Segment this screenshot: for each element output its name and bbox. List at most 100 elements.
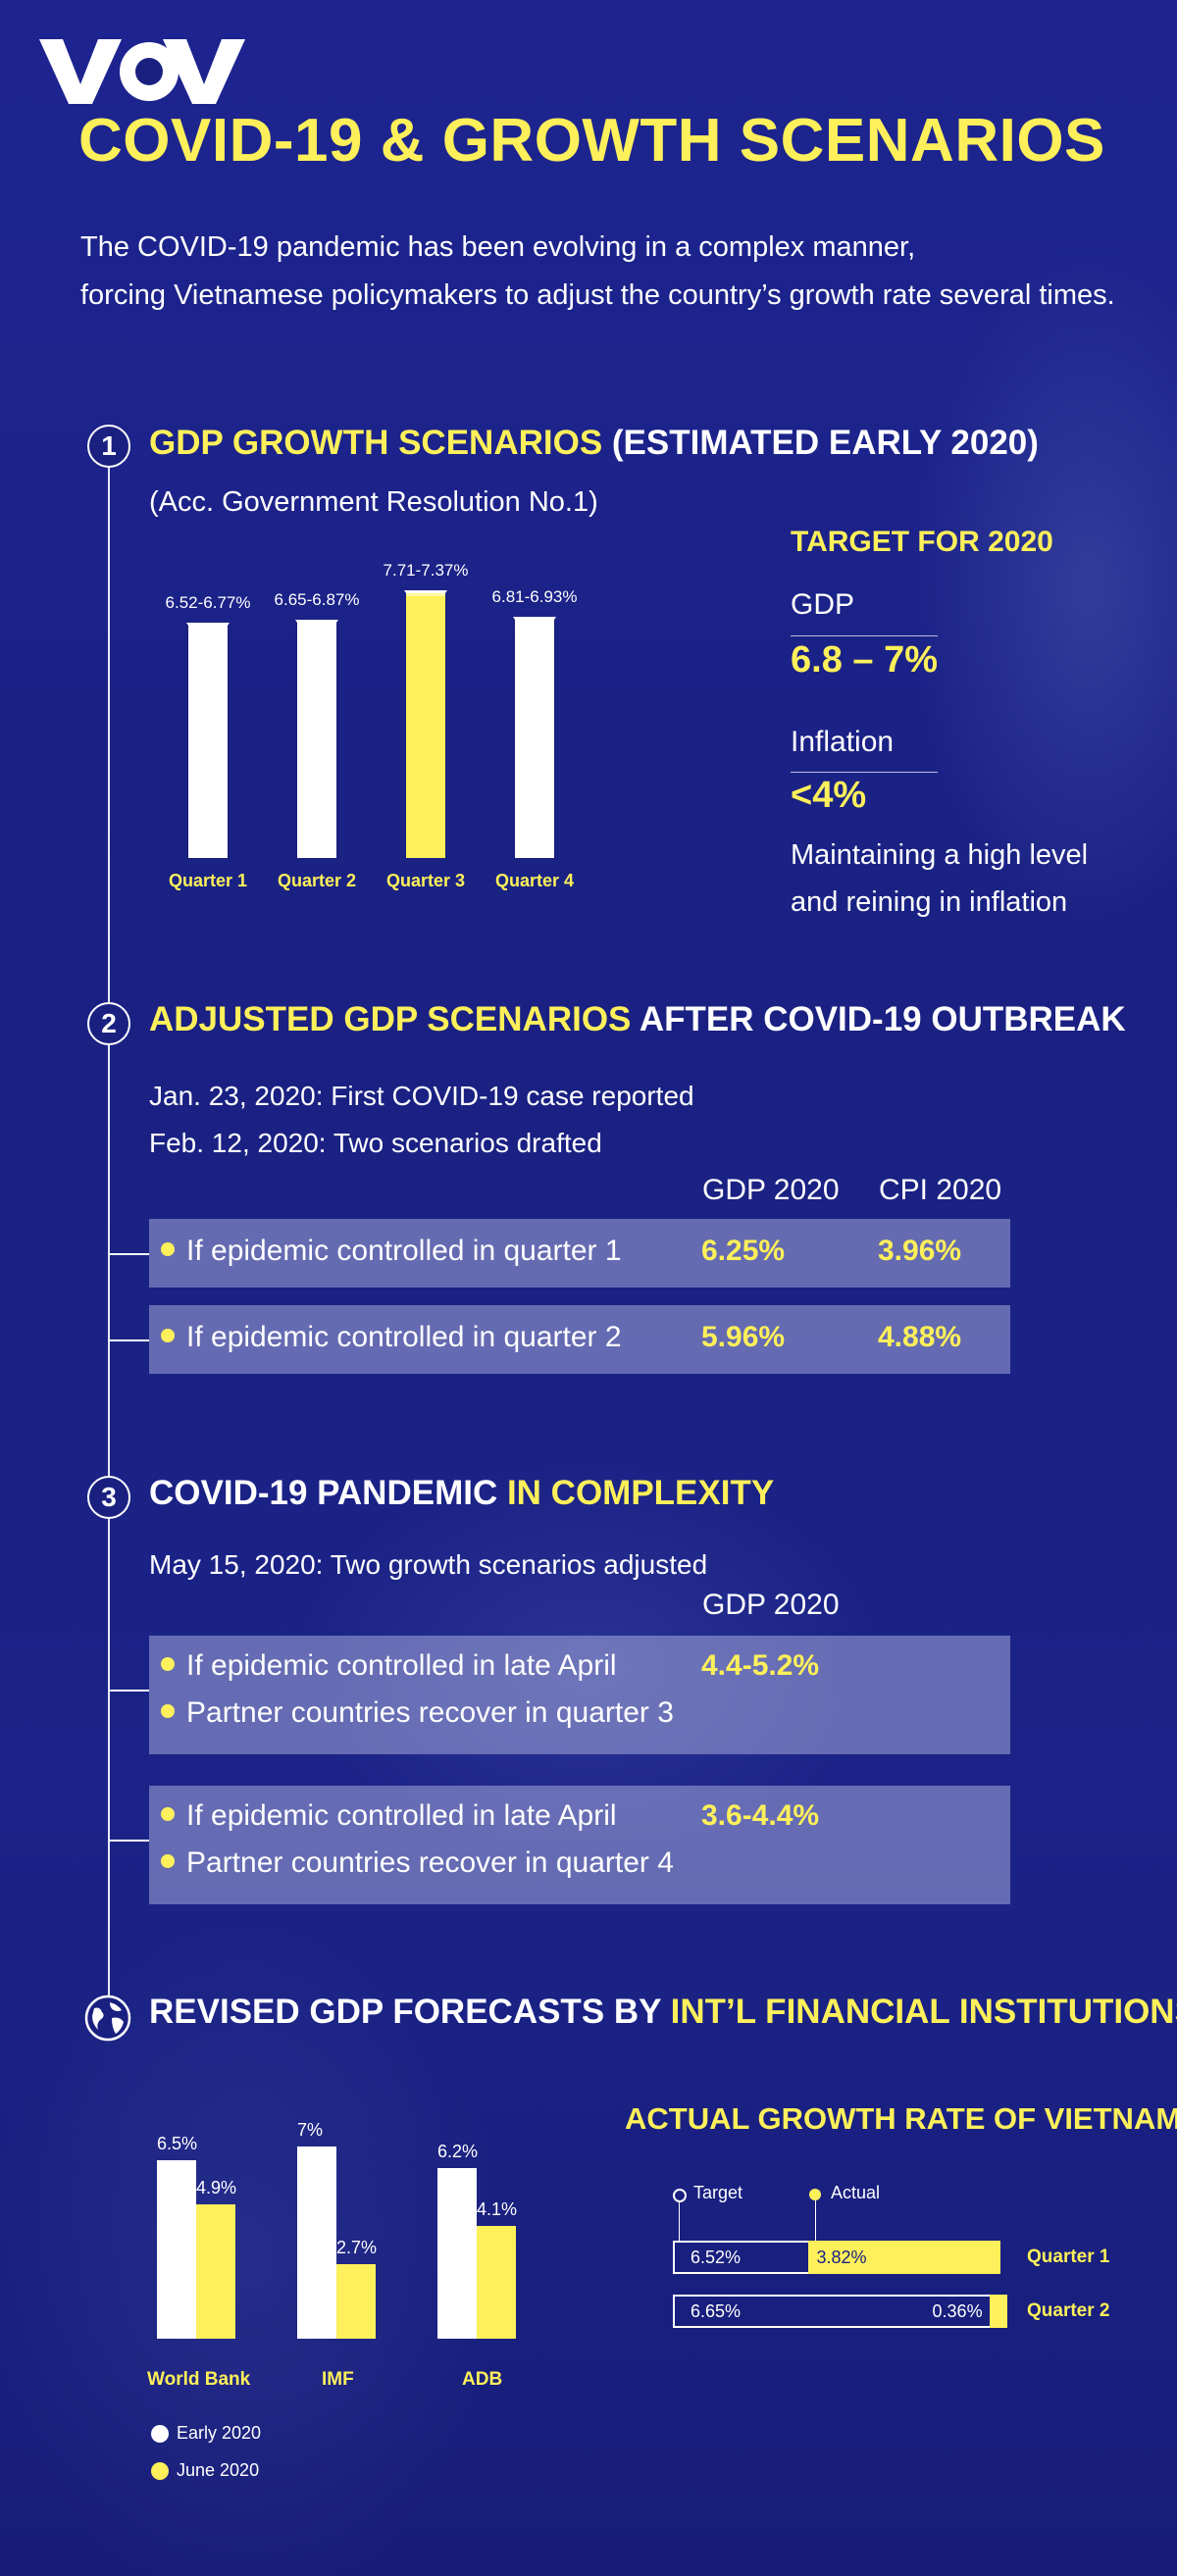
connector-s3-r1	[109, 1690, 149, 1692]
target-gdp-label: GDP	[791, 588, 855, 621]
actual-bar	[808, 2241, 1001, 2274]
forecast-bar	[336, 2264, 376, 2339]
section-2-number: 2	[87, 1002, 130, 1045]
bullet-dot	[161, 1242, 175, 1257]
scenario-row: If epidemic controlled in quarter 2 5.96…	[149, 1305, 1010, 1374]
vov-logo	[39, 39, 245, 104]
section-3-col-gdp: GDP 2020	[702, 1589, 840, 1621]
intro-line-2: forcing Vietnamese policymakers to adjus…	[80, 279, 1115, 311]
globe-icon	[84, 1995, 131, 2042]
institution-label: ADB	[462, 2369, 503, 2390]
scenario-bar-value-label: 6.81-6.93%	[491, 587, 578, 607]
legend-label: June 2020	[177, 2460, 260, 2480]
forecast-value-label: 6.2%	[437, 2142, 479, 2162]
bullet-dot	[161, 1657, 175, 1672]
scenario-row-gdp: 3.6-4.4%	[701, 1799, 820, 1832]
section-2-title-highlight: ADJUSTED GDP SCENARIOS	[149, 1000, 632, 1038]
connector-s2-r2	[109, 1339, 149, 1341]
scenario-row-line-2: Partner countries recover in quarter 4	[161, 1846, 674, 1880]
legend-label-target: Target	[693, 2183, 743, 2202]
scenario-bar-value-label: 7.71-7.37%	[383, 561, 469, 581]
scenario-row-line-1: If epidemic controlled in late April	[161, 1649, 617, 1683]
forecast-bar	[437, 2168, 477, 2339]
scenario-row-text: If epidemic controlled in late April	[186, 1799, 617, 1832]
scenario-bar-value-label: 6.52-6.77%	[165, 593, 251, 613]
scenario-bar	[404, 590, 447, 860]
section-2-col-gdp: GDP 2020	[702, 1174, 840, 1206]
forecast-value-label: 4.1%	[477, 2199, 518, 2220]
scenario-row-text: If epidemic controlled in late April	[186, 1649, 617, 1682]
legend-marker-actual	[809, 2189, 821, 2200]
scenario-row-text: If epidemic controlled in quarter 2	[186, 1321, 622, 1353]
forecast-value-label: 7%	[297, 2120, 324, 2140]
target-note-line-1: Maintaining a high level	[791, 839, 1089, 871]
page-title: COVID-19 & GROWTH SCENARIOS	[78, 107, 1105, 175]
section-3-title-highlight: IN COMPLEXITY	[497, 1474, 775, 1512]
connector-s3-r2	[109, 1840, 149, 1842]
target-note-line-2: and reining in inflation	[791, 886, 1068, 918]
target-inflation-label: Inflation	[791, 726, 895, 758]
target-inflation-divider	[791, 772, 938, 773]
scenario-bar	[186, 623, 230, 860]
scenario-row: If epidemic controlled in quarter 1 6.25…	[149, 1219, 1010, 1288]
section-3-title-rest: COVID-19 PANDEMIC	[149, 1474, 498, 1512]
section-3-number: 3	[87, 1476, 130, 1519]
section-1-number: 1	[87, 425, 130, 468]
section-1-title-rest: (ESTIMATED EARLY 2020)	[602, 424, 1039, 462]
scenario-row-line-2: Partner countries recover in quarter 3	[161, 1696, 674, 1730]
timeline-line	[108, 461, 110, 2000]
bullet-dot	[161, 1854, 175, 1869]
actual-bar	[989, 2295, 1007, 2328]
legend-label-actual: Actual	[831, 2183, 881, 2202]
connector-s2-r1	[109, 1253, 149, 1255]
section-2-title: ADJUSTED GDP SCENARIOS AFTER COVID-19 OU…	[149, 1000, 1126, 1039]
section-3-title: COVID-19 PANDEMIC IN COMPLEXITY	[149, 1474, 774, 1513]
target-heading: TARGET FOR 2020	[791, 526, 1053, 558]
institution-label: IMF	[322, 2369, 354, 2390]
scenario-row: If epidemic controlled in late April Par…	[149, 1636, 1010, 1754]
bullet-dot	[161, 1704, 175, 1719]
section-4-title: REVISED GDP FORECASTS BY INT’L FINANCIAL…	[149, 1993, 1177, 2032]
scenario-row-line-1: If epidemic controlled in late April	[161, 1799, 617, 1833]
forecast-value-label: 2.7%	[336, 2238, 378, 2258]
forecast-bar	[477, 2226, 516, 2339]
section-2-line-2: Feb. 12, 2020: Two scenarios drafted	[149, 1128, 602, 1158]
actual-value-label: 0.36%	[932, 2301, 983, 2321]
scenario-row-label: If epidemic controlled in quarter 2	[161, 1321, 622, 1354]
section-4-title-rest: REVISED GDP FORECASTS BY	[149, 1993, 671, 2031]
section-4-title-highlight: INT’L FINANCIAL INSTITUTIONS	[670, 1993, 1177, 2031]
section-2-line-1: Jan. 23, 2020: First COVID-19 case repor…	[149, 1081, 694, 1111]
actual-quarter-label: Quarter 2	[1027, 2300, 1110, 2321]
intro-line-1: The COVID-19 pandemic has been evolving …	[80, 231, 916, 263]
scenario-row-gdp: 5.96%	[701, 1321, 786, 1353]
scenario-bar	[295, 619, 338, 860]
forecast-value-label: 4.9%	[196, 2177, 237, 2197]
section-1-title-highlight: GDP GROWTH SCENARIOS	[149, 424, 603, 462]
bullet-dot	[161, 1329, 175, 1343]
section-3-line-1: May 15, 2020: Two growth scenarios adjus…	[149, 1549, 708, 1580]
actual-growth-heading: ACTUAL GROWTH RATE OF VIETNAM	[625, 2101, 1177, 2136]
scenario-row-label: If epidemic controlled in quarter 1	[161, 1235, 622, 1268]
legend-label: Early 2020	[177, 2423, 262, 2443]
scenario-quarter-label: Quarter 2	[277, 871, 357, 890]
section-1-subtitle: (Acc. Government Resolution No.1)	[149, 486, 598, 518]
scenario-row-cpi: 3.96%	[878, 1235, 962, 1267]
legend-marker	[151, 2425, 169, 2443]
institution-label: World Bank	[147, 2369, 251, 2390]
scenario-bar	[513, 617, 556, 860]
forecast-bar	[297, 2147, 336, 2339]
scenario-row: If epidemic controlled in late April Par…	[149, 1786, 1010, 1904]
actual-value-label: 3.82%	[816, 2248, 867, 2267]
scenario-quarter-label: Quarter 3	[385, 871, 466, 890]
scenario-row-gdp: 4.4-5.2%	[701, 1649, 820, 1682]
legend-marker	[151, 2462, 169, 2480]
scenario-quarter-label: Quarter 1	[168, 871, 248, 890]
scenario-quarter-label: Quarter 4	[494, 871, 575, 890]
forecast-value-label: 6.5%	[157, 2134, 198, 2153]
actual-quarter-label: Quarter 1	[1027, 2247, 1110, 2267]
target-value-label: 6.65%	[691, 2301, 742, 2321]
section-2-title-rest: AFTER COVID-19 OUTBREAK	[631, 1000, 1126, 1038]
target-gdp-value: 6.8 – 7%	[791, 639, 938, 681]
legend-stem-target	[679, 2200, 680, 2241]
